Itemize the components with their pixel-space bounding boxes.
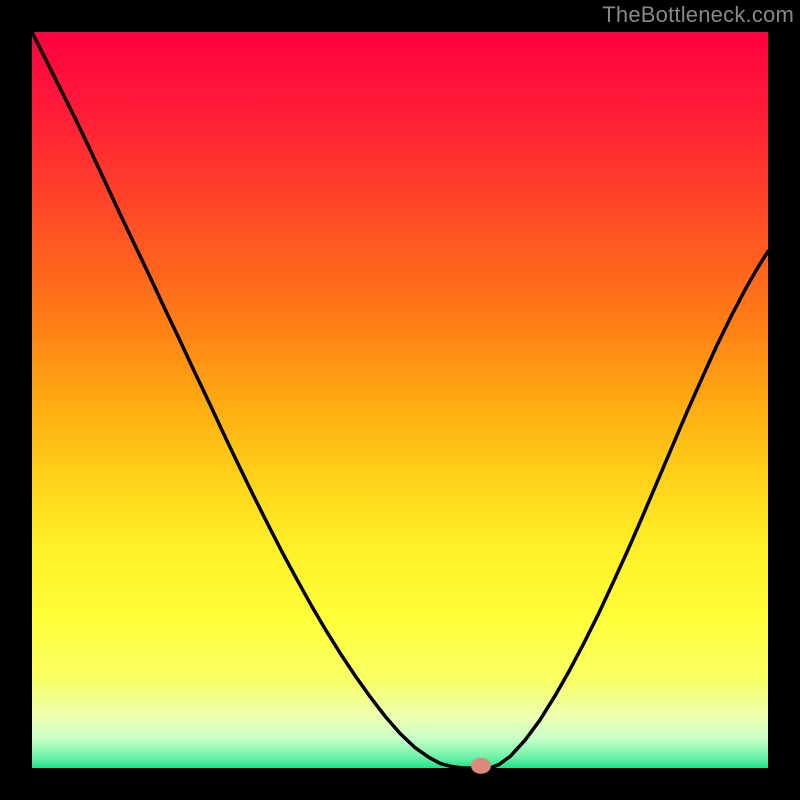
plot-background	[32, 32, 768, 768]
bottleneck-chart	[0, 0, 800, 800]
watermark-text: TheBottleneck.com	[602, 2, 794, 28]
chart-container: { "watermark": { "text": "TheBottleneck.…	[0, 0, 800, 800]
optimal-point-marker	[471, 758, 491, 774]
